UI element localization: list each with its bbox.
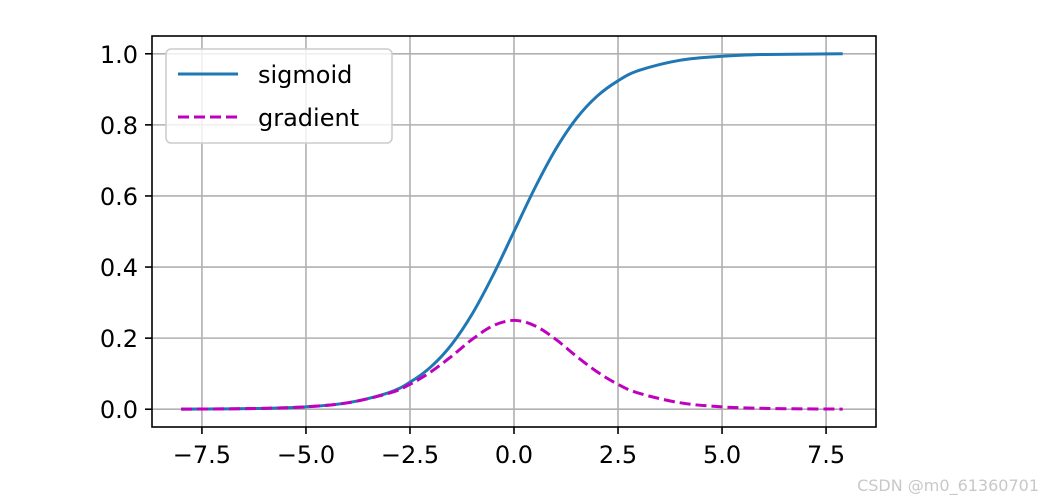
ticks: −7.5 −5.0 −2.5 0.0 2.5 5.0 7.5 0.0 0.2 0.4 0.6 0.8 1…	[100, 41, 845, 469]
y-tick-label: 1.0	[100, 41, 138, 69]
x-tick-label: −7.5	[173, 441, 231, 469]
x-tick-label: 0.0	[495, 441, 533, 469]
watermark-text: CSDN @m0_61360701	[857, 476, 1039, 495]
x-tick-label: 2.5	[599, 441, 637, 469]
y-tick-label: 0.2	[100, 325, 138, 353]
y-tick-label: 0.0	[100, 396, 138, 424]
legend-label-gradient: gradient	[258, 104, 359, 132]
legend-label-sigmoid: sigmoid	[258, 61, 352, 89]
x-tick-label: −5.0	[277, 441, 335, 469]
y-tick-label: 0.8	[100, 112, 138, 140]
x-tick-label: 5.0	[703, 441, 741, 469]
y-tick-label: 0.4	[100, 254, 138, 282]
y-tick-label: 0.6	[100, 183, 138, 211]
x-tick-label: −2.5	[381, 441, 439, 469]
series-layer	[181, 52, 843, 411]
series-line-gradient	[181, 318, 843, 411]
x-tick-label: 7.5	[807, 441, 845, 469]
legend: sigmoid gradient	[165, 48, 393, 144]
